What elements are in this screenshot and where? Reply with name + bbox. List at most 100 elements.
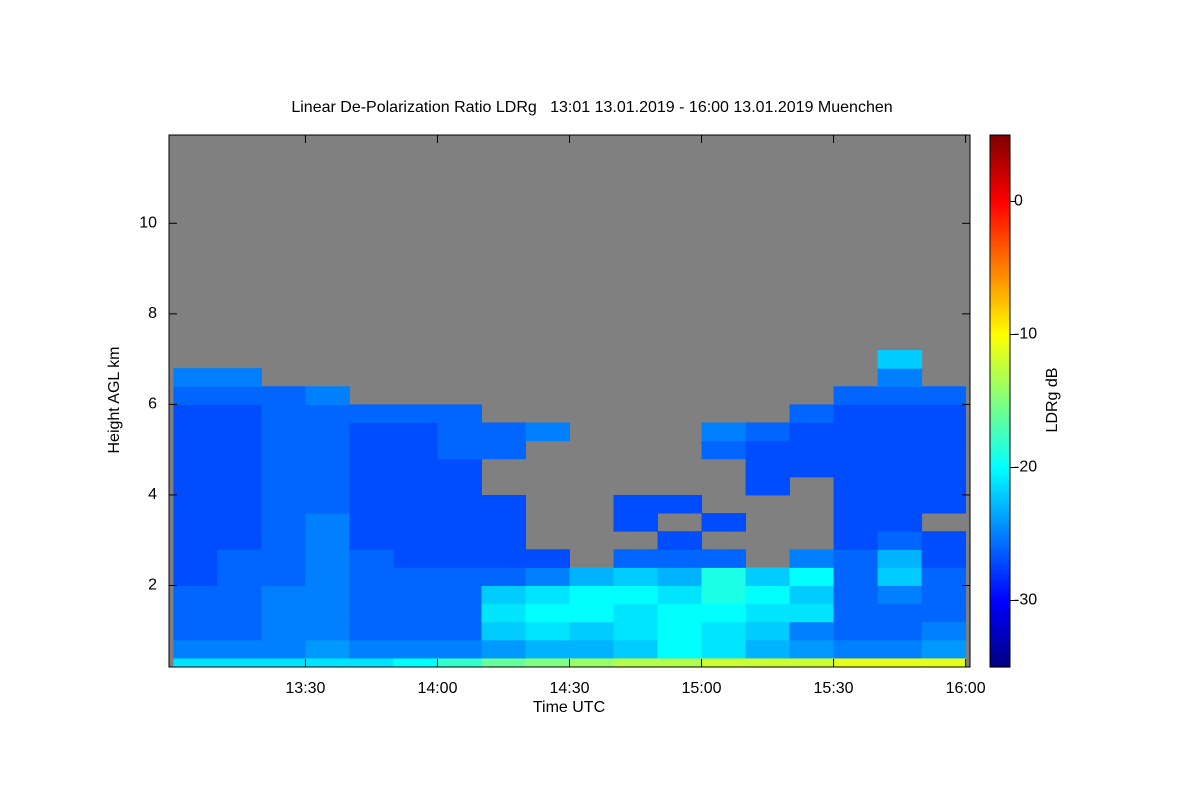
colorbar-segment bbox=[990, 281, 1010, 285]
heatmap-cell bbox=[261, 621, 306, 641]
colorbar-segment bbox=[990, 297, 1010, 301]
colorbar-segment bbox=[990, 592, 1010, 596]
heatmap-cell bbox=[305, 440, 350, 460]
heatmap-cell bbox=[173, 657, 218, 668]
colorbar-segment bbox=[990, 587, 1010, 591]
heatmap-cell bbox=[481, 567, 526, 587]
heatmap-cell bbox=[261, 639, 306, 659]
heatmap-cell bbox=[393, 494, 438, 514]
heatmap-cell bbox=[701, 549, 747, 568]
heatmap-cell bbox=[657, 657, 703, 668]
colorbar-segment bbox=[990, 148, 1010, 152]
heatmap-cell bbox=[921, 621, 967, 641]
colorbar-segment bbox=[990, 283, 1010, 288]
heatmap-cell bbox=[261, 458, 306, 478]
colorbar-segment bbox=[990, 496, 1010, 501]
heatmap-cell bbox=[261, 549, 306, 568]
heatmap-cell bbox=[789, 603, 835, 623]
colorbar-segment bbox=[990, 534, 1010, 538]
heatmap-cell bbox=[921, 639, 967, 659]
heatmap-cell bbox=[833, 603, 879, 623]
heatmap-cell bbox=[877, 422, 923, 442]
colorbar-segment bbox=[990, 190, 1010, 195]
heatmap-cell bbox=[569, 621, 615, 641]
heatmap-cell bbox=[437, 458, 482, 478]
x-tick-label: 14:30 bbox=[549, 680, 589, 697]
heatmap-cell bbox=[393, 585, 438, 605]
x-axis-label: Time UTC bbox=[533, 699, 605, 716]
colorbar-segment bbox=[990, 611, 1010, 615]
colorbar-segment bbox=[990, 177, 1010, 181]
colorbar-segment bbox=[990, 523, 1010, 527]
heatmap-cell bbox=[613, 567, 659, 587]
colorbar-segment bbox=[990, 499, 1010, 503]
heatmap-cell bbox=[745, 458, 791, 478]
colorbar-segment bbox=[990, 544, 1010, 548]
colorbar-segment bbox=[990, 350, 1010, 354]
colorbar-segment bbox=[990, 531, 1010, 535]
heatmap-cell bbox=[349, 657, 394, 668]
colorbar-segment bbox=[990, 353, 1010, 357]
heatmap-cell bbox=[437, 404, 482, 424]
colorbar-segment bbox=[990, 361, 1010, 365]
heatmap-cell bbox=[305, 513, 350, 532]
colorbar-segment bbox=[990, 339, 1010, 344]
heatmap-cell bbox=[217, 368, 262, 387]
colorbar-segment bbox=[990, 278, 1010, 282]
colorbar-segment bbox=[990, 204, 1010, 208]
heatmap-cell bbox=[525, 603, 570, 623]
heatmap-cell bbox=[877, 639, 923, 659]
colorbar-segment bbox=[990, 435, 1010, 439]
colorbar-segment bbox=[990, 637, 1010, 641]
heatmap-cell bbox=[701, 513, 747, 532]
heatmap-cell bbox=[701, 422, 747, 442]
colorbar-segment bbox=[990, 416, 1010, 421]
colorbar-segment bbox=[990, 573, 1010, 578]
colorbar-segment bbox=[990, 635, 1010, 639]
colorbar-segment bbox=[990, 321, 1010, 325]
colorbar-segment bbox=[990, 254, 1010, 258]
colorbar-segment bbox=[990, 645, 1010, 649]
colorbar-segment bbox=[990, 198, 1010, 203]
colorbar-segment bbox=[990, 478, 1010, 482]
colorbar-segment bbox=[990, 337, 1010, 341]
heatmap-cell bbox=[173, 422, 218, 442]
heatmap-cell bbox=[217, 422, 262, 442]
colorbar-segment bbox=[990, 483, 1010, 487]
heatmap-cell bbox=[349, 531, 394, 550]
colorbar-segment bbox=[990, 161, 1010, 165]
colorbar-segment bbox=[990, 563, 1010, 567]
heatmap-cell bbox=[877, 368, 923, 387]
heatmap-cell bbox=[349, 422, 394, 442]
colorbar-segment bbox=[990, 605, 1010, 610]
colorbar-segment bbox=[990, 518, 1010, 522]
colorbar-segment bbox=[990, 262, 1010, 266]
colorbar-segment bbox=[990, 408, 1010, 413]
colorbar-segment bbox=[990, 169, 1010, 173]
colorbar-segment bbox=[990, 374, 1010, 378]
heatmap-cell bbox=[349, 549, 394, 568]
colorbar-segment bbox=[990, 156, 1010, 160]
colorbar-segment bbox=[990, 494, 1010, 498]
heatmap-cell bbox=[393, 440, 438, 460]
heatmap-cell bbox=[833, 422, 879, 442]
heatmap-cell bbox=[437, 440, 482, 460]
heatmap-cell bbox=[745, 621, 791, 641]
colorbar-segment bbox=[990, 656, 1010, 660]
colorbar-segment bbox=[990, 323, 1010, 328]
heatmap-cell bbox=[833, 585, 879, 605]
colorbar-segment bbox=[990, 230, 1010, 235]
colorbar-segment bbox=[990, 166, 1010, 171]
colorbar-segment bbox=[990, 222, 1010, 227]
colorbar-segment bbox=[990, 616, 1010, 620]
colorbar-segment bbox=[990, 504, 1010, 508]
heatmap-cell bbox=[305, 639, 350, 659]
heatmap-cell bbox=[789, 422, 835, 442]
chart-title: Linear De-Polarization Ratio LDRg 13:01 … bbox=[291, 99, 892, 116]
heatmap-cell bbox=[349, 567, 394, 587]
heatmap-cell bbox=[613, 657, 659, 668]
heatmap-cell bbox=[833, 386, 879, 405]
colorbar-segment bbox=[990, 268, 1010, 272]
colorbar-segment bbox=[990, 185, 1010, 189]
